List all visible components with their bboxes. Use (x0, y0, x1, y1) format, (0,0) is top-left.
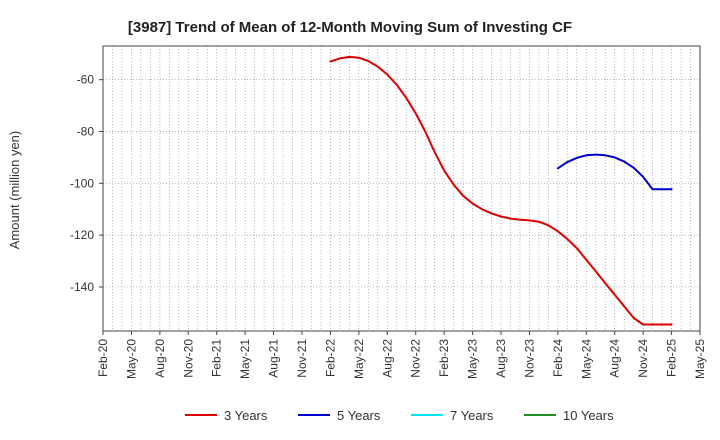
y-tick-label: -100 (70, 176, 94, 190)
y-tick-label: -140 (70, 280, 94, 294)
x-tick-label: May-23 (466, 339, 480, 379)
x-tick-label: May-25 (693, 339, 707, 379)
legend-label-3-years: 3 Years (224, 408, 268, 423)
y-tick-label: -120 (70, 228, 94, 242)
legend-label-7-years: 7 Years (450, 408, 494, 423)
grid (103, 46, 700, 331)
x-tick-label: Aug-23 (494, 339, 508, 378)
x-tick-label: May-20 (124, 339, 138, 379)
plot-frame (102, 45, 701, 332)
x-tick-label: Aug-22 (380, 339, 394, 378)
x-tick-label: Feb-21 (210, 339, 224, 377)
x-tick-label: Nov-21 (295, 339, 309, 378)
x-tick-label: May-22 (352, 339, 366, 379)
x-tick-label: Aug-20 (153, 339, 167, 378)
legend-label-5-years: 5 Years (337, 408, 381, 423)
x-tick-label: May-24 (579, 339, 593, 379)
plot-area (103, 46, 700, 331)
x-tick-label: Nov-23 (522, 339, 536, 378)
series-group (329, 55, 673, 326)
x-tick-label: Feb-20 (96, 339, 110, 377)
series-line-5-years (556, 153, 673, 191)
legend: 3 Years 5 Years 7 Years 10 Years (185, 408, 614, 423)
x-tick-label: Feb-22 (323, 339, 337, 377)
y-axis-label: Amount (million yen) (7, 131, 22, 250)
series-line-3-years (329, 55, 673, 326)
x-tick-label: Feb-23 (437, 339, 451, 377)
x-tick-label: May-21 (238, 339, 252, 379)
y-tick-label: -80 (77, 125, 95, 139)
x-tick-label: Aug-24 (608, 339, 622, 378)
y-tick-label: -60 (77, 73, 95, 87)
chart-title: [3987] Trend of Mean of 12-Month Moving … (128, 19, 572, 36)
x-tick-label: Nov-20 (181, 339, 195, 378)
x-tick-label: Feb-25 (665, 339, 679, 377)
y-tick-labels: -60 -80 -100 -120 -140 (70, 73, 103, 294)
x-tick-labels: Feb-20 May-20 Aug-20 Nov-20 Feb-21 May-21 Aug-… (96, 331, 707, 379)
x-tick-label: Feb-24 (551, 339, 565, 377)
x-tick-label: Nov-22 (409, 339, 423, 378)
x-tick-label: Aug-21 (267, 339, 281, 378)
legend-label-10-years: 10 Years (563, 408, 614, 423)
x-tick-label: Nov-24 (636, 339, 650, 378)
